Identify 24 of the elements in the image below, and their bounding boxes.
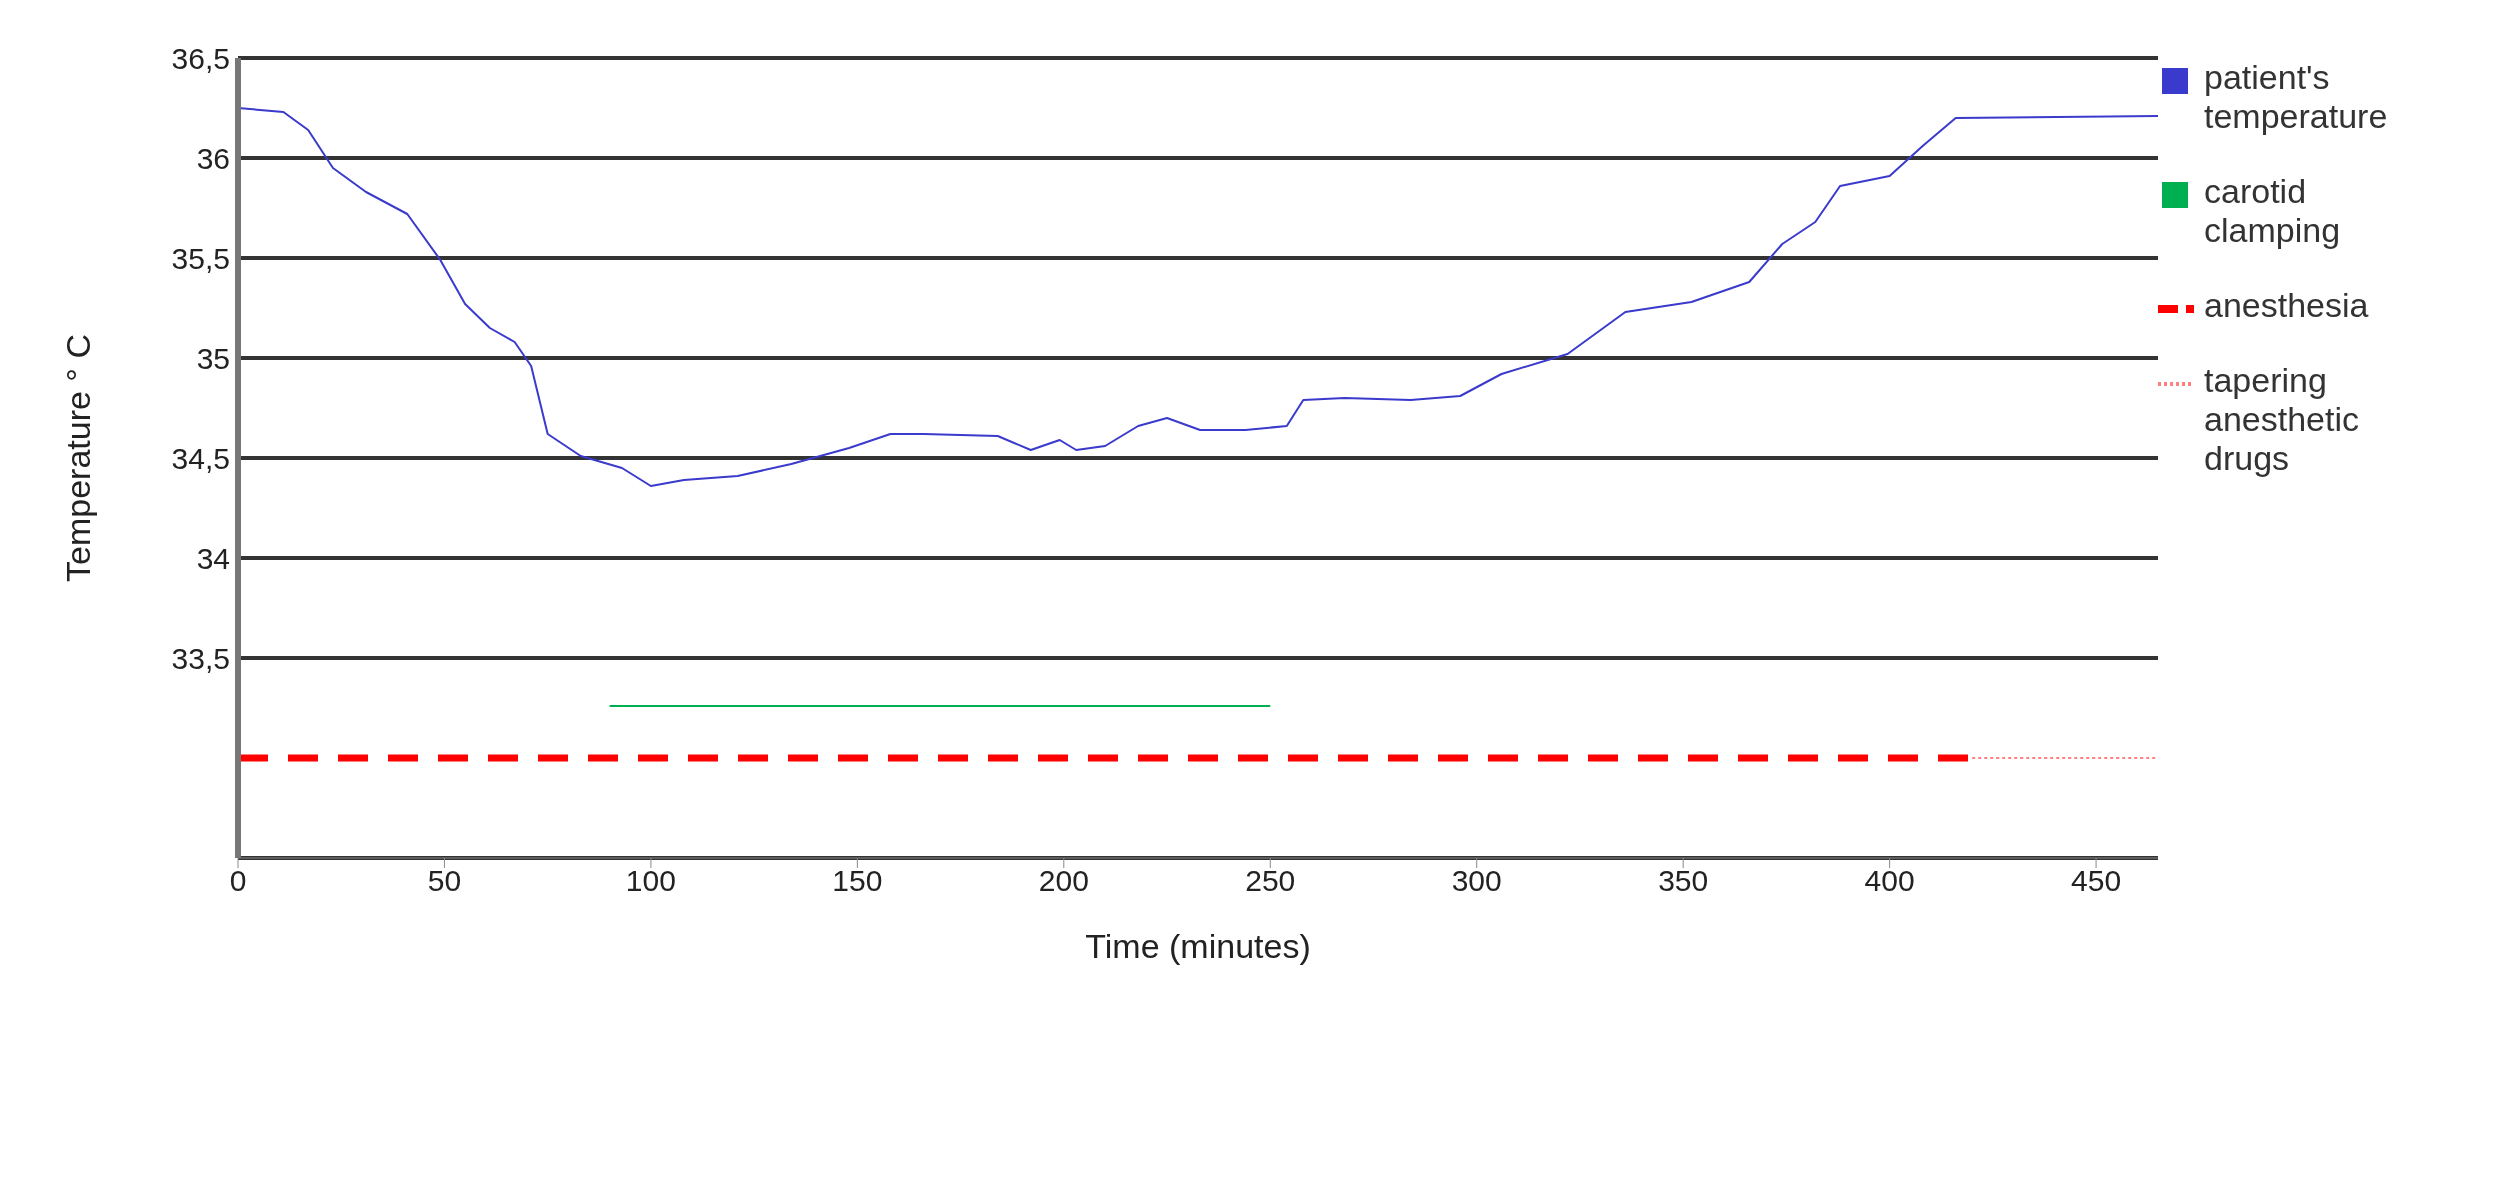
x-tick-label: 450 xyxy=(2071,864,2122,898)
x-tick-label: 200 xyxy=(1038,864,1089,898)
x-tick-label: 350 xyxy=(1658,864,1709,898)
y-tick-label: 36 xyxy=(196,141,230,175)
y-tick-label: 35,5 xyxy=(171,241,230,275)
x-tick-label: 100 xyxy=(625,864,676,898)
x-tick-label: 50 xyxy=(427,864,462,898)
x-tick-label: 400 xyxy=(1864,864,1915,898)
x-tick-label: 0 xyxy=(229,864,247,898)
legend-label: carotid clamping xyxy=(2204,172,2342,250)
y-tick-label: 36,5 xyxy=(171,41,230,75)
x-tick-label: 150 xyxy=(832,864,883,898)
y-tick-label: 35 xyxy=(196,341,230,375)
x-tick-label: 250 xyxy=(1245,864,1296,898)
legend-label: anesthesia xyxy=(2204,286,2369,325)
line-series xyxy=(238,107,2158,487)
y-axis-title: Temperature ° C xyxy=(59,334,98,582)
legend-label: patient's temperature xyxy=(2204,58,2389,136)
x-tick-label: 300 xyxy=(1451,864,1502,898)
y-tick-label: 34,5 xyxy=(171,441,230,475)
y-tick-label: 34 xyxy=(196,541,230,575)
x-axis-title: Time (minutes) xyxy=(1085,927,1311,965)
legend-label: tapering anesthetic drugs xyxy=(2204,361,2360,478)
y-tick-label: 33,5 xyxy=(171,641,230,675)
